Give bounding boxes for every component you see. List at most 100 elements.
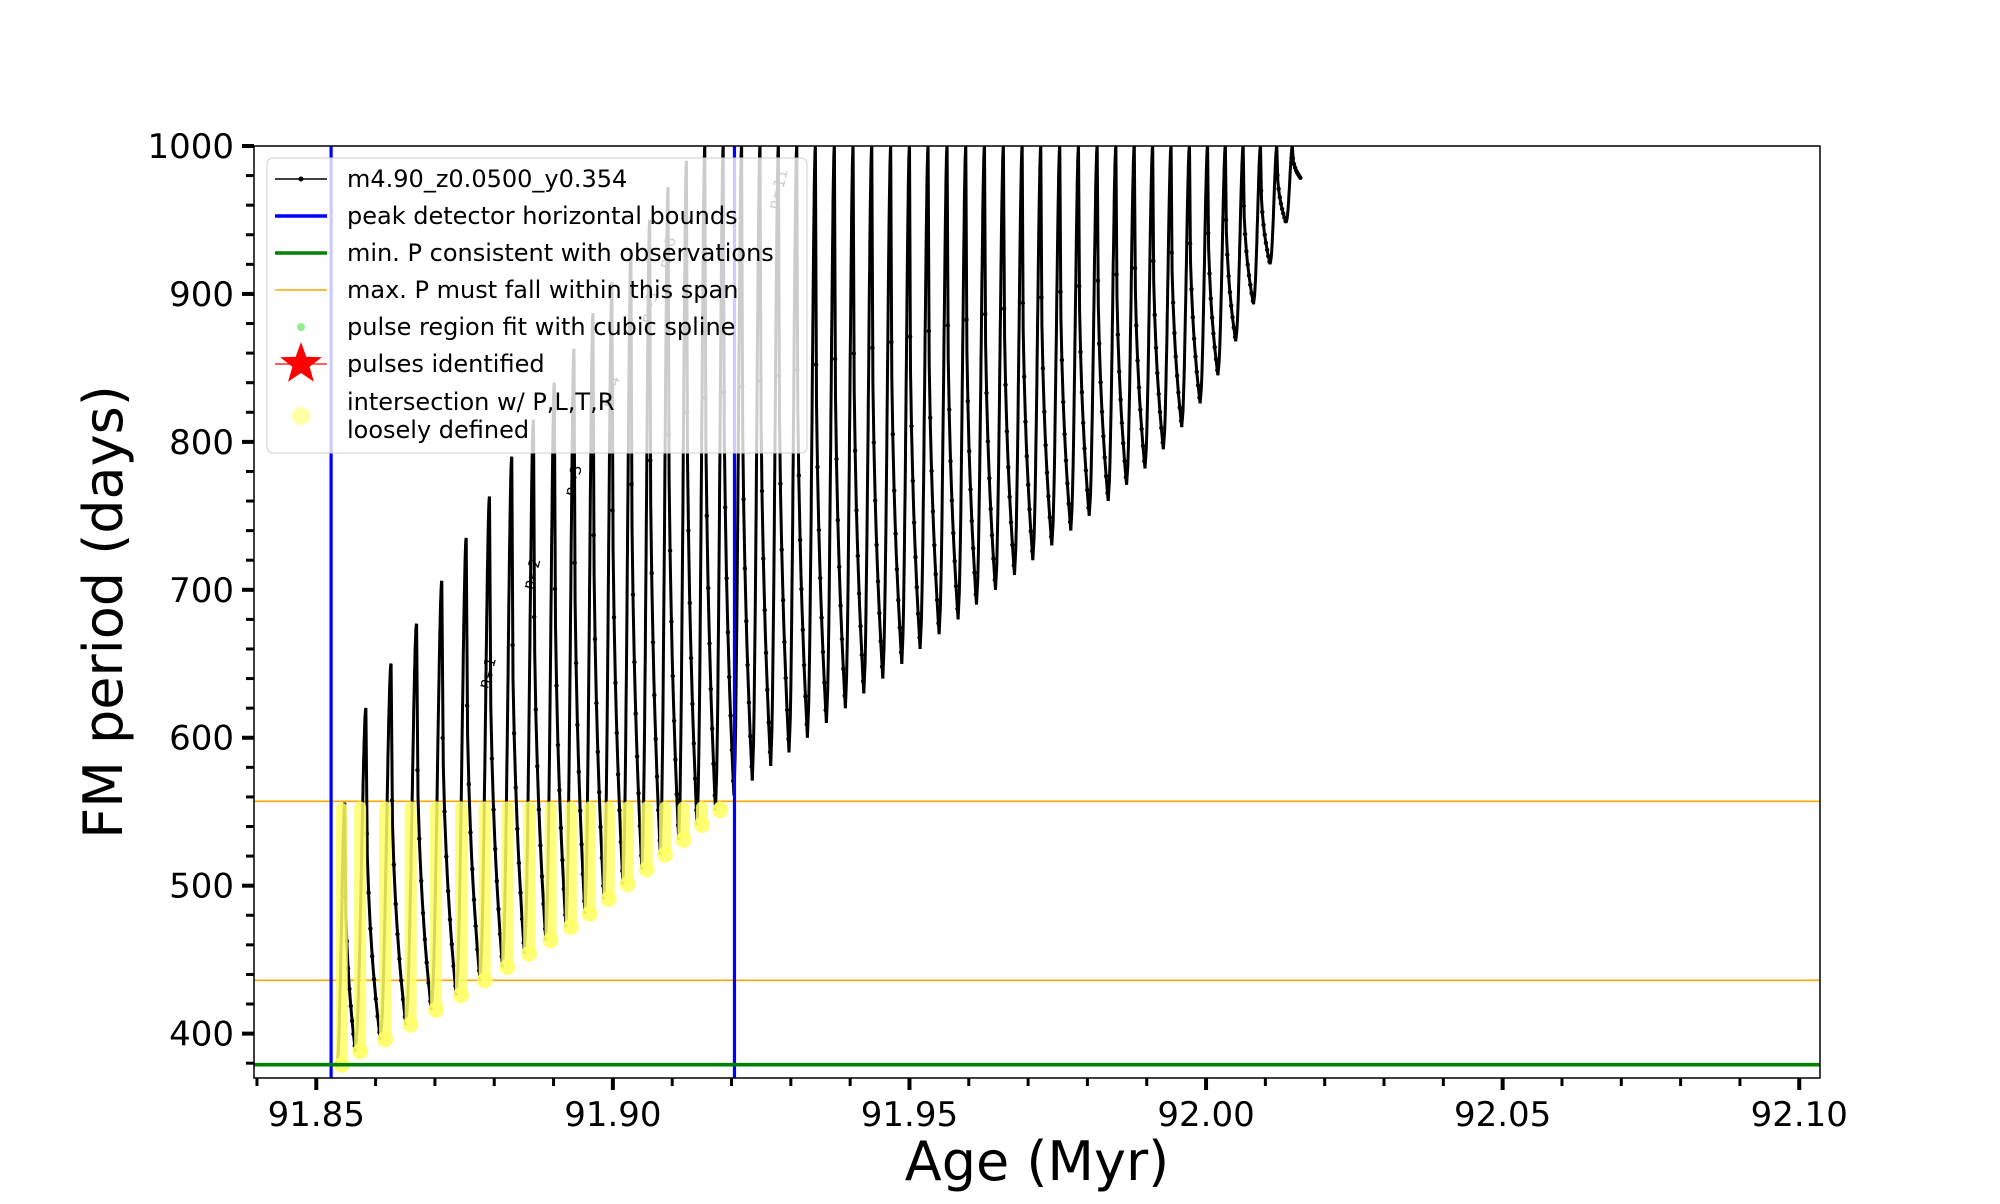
period-point (953, 584, 959, 589)
period-point (890, 432, 895, 437)
period-point (348, 1003, 353, 1009)
period-point (933, 572, 938, 577)
period-point (1245, 262, 1250, 267)
period-point (468, 830, 473, 835)
period-point (1172, 330, 1177, 336)
period-point (615, 772, 621, 777)
intersection-point (428, 1001, 445, 1018)
period-point (613, 680, 618, 685)
intersection-band-11 (564, 801, 577, 928)
period-pulse-43 (1161, 146, 1184, 450)
period-point (558, 825, 564, 830)
period-pulse-46 (1216, 146, 1238, 376)
period-point (984, 390, 989, 396)
period-point (838, 603, 843, 608)
x-tick-label: 91.85 (268, 1095, 365, 1135)
period-point (1065, 481, 1070, 486)
period-point (819, 615, 824, 620)
period-point (744, 619, 749, 624)
period-point (370, 954, 375, 959)
period-point (968, 487, 973, 492)
period-point (929, 468, 934, 474)
period-point (725, 630, 731, 635)
period-point (617, 808, 622, 813)
period-point (856, 591, 862, 596)
period-point (1244, 249, 1249, 254)
period-point (464, 703, 470, 708)
period-point (424, 960, 429, 965)
intersection-band-4 (404, 801, 417, 1025)
period-point (1282, 215, 1287, 220)
period-point (1223, 217, 1229, 223)
period-point (1208, 296, 1214, 301)
period-point (632, 659, 637, 665)
period-point (1279, 206, 1285, 212)
period-point (1230, 315, 1235, 320)
period-point (489, 756, 495, 761)
period-point (1194, 369, 1200, 374)
period-point (913, 555, 918, 560)
period-point (803, 694, 808, 699)
period-point (686, 528, 691, 533)
period-point (1155, 370, 1160, 376)
period-point (1134, 323, 1139, 328)
period-pulse-26 (843, 146, 866, 709)
y-axis-label: FM period (days) (72, 385, 135, 839)
period-point (1189, 287, 1194, 292)
period-pulse-27 (862, 146, 885, 694)
period-point (1044, 470, 1050, 475)
period-point (1159, 425, 1164, 431)
period-pulse-39 (1087, 146, 1110, 516)
intersection-band-6 (455, 801, 467, 996)
period-point (670, 673, 675, 679)
period-point (688, 655, 694, 661)
period-point (893, 531, 898, 536)
period-point (1114, 272, 1119, 277)
period-point (1278, 201, 1284, 206)
period-point (1187, 241, 1193, 246)
x-tick-label: 91.90 (564, 1095, 661, 1135)
period-point (440, 735, 445, 741)
period-point (634, 754, 640, 759)
period-point (783, 675, 788, 681)
period-point (1260, 209, 1265, 215)
period-point (1006, 465, 1011, 470)
intersection-band-5 (430, 801, 443, 1010)
period-point (873, 498, 878, 503)
period-point (1291, 161, 1297, 167)
period-point (1177, 405, 1182, 410)
period-point (1193, 354, 1198, 359)
period-point (552, 586, 558, 592)
period-point (762, 607, 767, 613)
period-point (837, 564, 842, 570)
period-point (991, 556, 996, 561)
period-point (1027, 507, 1032, 512)
period-point (535, 764, 540, 769)
period-point (952, 559, 957, 564)
period-point (1276, 186, 1281, 191)
period-point (1039, 295, 1044, 300)
period-point (1077, 283, 1082, 289)
period-pulse-34 (994, 146, 1016, 590)
intersection-point (402, 1016, 419, 1033)
legend-label-7: intersection w/ P,L,T,R (347, 388, 614, 416)
period-point (1062, 431, 1067, 437)
period-point (1211, 331, 1216, 336)
intersection-band-15 (640, 801, 653, 870)
pulse-annotation-1: n=1 (474, 655, 500, 690)
period-point (1132, 266, 1138, 271)
x-tick-label: 91.95 (861, 1095, 958, 1135)
period-point (947, 407, 952, 412)
period-point (834, 456, 839, 462)
period-point (910, 478, 915, 483)
period-pulse-33 (975, 146, 997, 605)
period-point (1261, 222, 1266, 227)
period-point (894, 567, 900, 572)
period-point (746, 700, 752, 705)
period-point (892, 488, 897, 493)
period-point (1152, 312, 1157, 317)
period-pulse-29 (900, 146, 922, 664)
period-point (491, 807, 496, 812)
period-point (871, 440, 876, 445)
period-point (934, 597, 940, 603)
